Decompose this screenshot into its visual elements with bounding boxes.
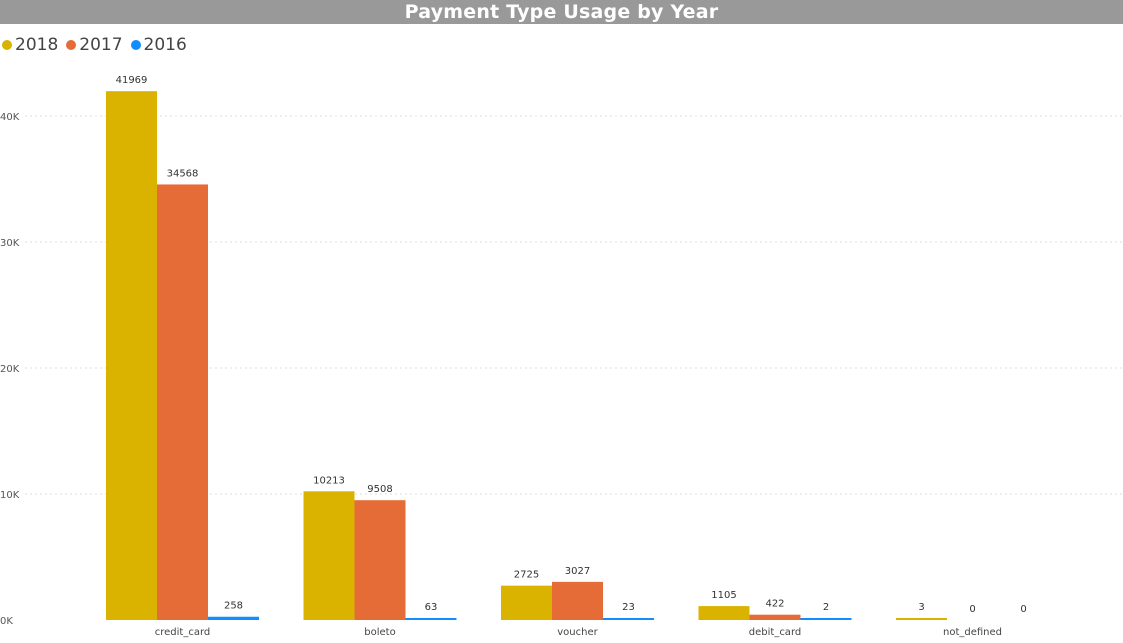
chart-legend: 2018 2017 2016 bbox=[2, 34, 195, 56]
bar-2016-boleto[interactable] bbox=[405, 618, 457, 620]
legend-dot-icon bbox=[2, 40, 12, 50]
legend-label: 2016 bbox=[143, 35, 187, 55]
x-category-label: not_defined bbox=[943, 627, 1002, 638]
bar-2018-voucher[interactable] bbox=[501, 585, 552, 620]
data-label: 23 bbox=[622, 602, 635, 613]
bar-2016-voucher[interactable] bbox=[603, 618, 654, 620]
x-category-label: credit_card bbox=[155, 627, 211, 638]
bar-2017-credit_card[interactable] bbox=[157, 184, 208, 620]
legend-label: 2018 bbox=[15, 35, 59, 55]
data-label: 41969 bbox=[116, 75, 148, 86]
bar-2018-not_defined[interactable] bbox=[896, 618, 947, 620]
y-tick-label: 20K bbox=[0, 364, 20, 375]
data-label: 34568 bbox=[167, 168, 199, 179]
bar-2017-voucher[interactable] bbox=[552, 581, 603, 620]
data-label: 1105 bbox=[711, 590, 736, 601]
bar-2018-boleto[interactable] bbox=[303, 491, 355, 620]
legend-dot-icon bbox=[66, 40, 77, 50]
bar-2016-credit_card[interactable] bbox=[208, 616, 259, 620]
data-label: 2 bbox=[823, 602, 829, 613]
y-tick-label: 40K bbox=[0, 112, 20, 123]
x-category-label: boleto bbox=[364, 627, 395, 638]
data-label: 63 bbox=[425, 602, 438, 613]
data-label: 0 bbox=[969, 604, 975, 615]
legend-item-2016[interactable]: 2016 bbox=[130, 35, 187, 55]
bar-2018-debit_card[interactable] bbox=[698, 606, 750, 620]
y-tick-label: 30K bbox=[0, 238, 20, 249]
data-label: 422 bbox=[765, 599, 784, 610]
x-category-label: voucher bbox=[557, 627, 598, 638]
data-label: 3 bbox=[918, 602, 924, 613]
data-label: 2725 bbox=[514, 570, 539, 581]
data-label: 10213 bbox=[313, 475, 345, 486]
data-label: 9508 bbox=[367, 484, 392, 495]
chart-title-bar: Payment Type Usage by Year bbox=[0, 0, 1123, 24]
bar-2018-credit_card[interactable] bbox=[106, 91, 157, 620]
legend-label: 2017 bbox=[79, 35, 123, 55]
chart-title: Payment Type Usage by Year bbox=[404, 1, 719, 23]
data-label: 3027 bbox=[565, 566, 590, 577]
legend-item-2017[interactable]: 2017 bbox=[66, 35, 123, 55]
legend-item-2018[interactable]: 2018 bbox=[2, 35, 58, 55]
bar-2017-debit_card[interactable] bbox=[749, 614, 801, 620]
bar-2016-debit_card[interactable] bbox=[800, 618, 852, 620]
y-tick-label: 10K bbox=[0, 490, 20, 501]
legend-dot-icon bbox=[130, 40, 141, 50]
data-label: 0 bbox=[1020, 604, 1026, 615]
data-label: 258 bbox=[224, 601, 243, 612]
x-category-label: debit_card bbox=[749, 627, 801, 638]
bar-2017-boleto[interactable] bbox=[354, 500, 406, 620]
y-tick-label: 0K bbox=[0, 616, 13, 627]
